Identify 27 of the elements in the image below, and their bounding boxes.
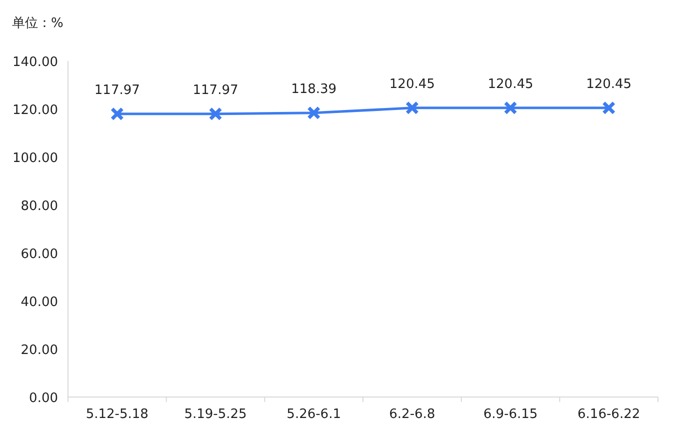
x-tick-label: 6.16-6.22 <box>578 407 640 422</box>
x-tick-label: 5.26-6.1 <box>286 407 341 422</box>
y-tick-label: 0.00 <box>29 391 58 406</box>
y-tick-label: 60.00 <box>20 247 58 262</box>
point <box>504 101 518 115</box>
data-label: 117.97 <box>192 82 238 98</box>
y-tick-label: 80.00 <box>20 199 58 214</box>
x-tick-label: 6.9-6.15 <box>483 407 538 422</box>
point <box>307 106 321 120</box>
data-label: 120.45 <box>488 76 534 92</box>
x-tick-label: 6.2-6.8 <box>389 407 436 422</box>
y-tick-label: 140.00 <box>12 55 58 70</box>
data-label: 117.97 <box>94 82 140 98</box>
point <box>110 107 124 121</box>
point <box>208 107 222 121</box>
point <box>405 101 419 115</box>
x-tick-label: 5.12-5.18 <box>86 407 148 422</box>
data-label: 120.45 <box>389 76 435 92</box>
y-tick-label: 120.00 <box>12 103 58 118</box>
y-axis-title: 单位：% <box>12 16 64 31</box>
point <box>602 101 616 115</box>
data-label: 118.39 <box>291 82 337 97</box>
y-tick-label: 100.00 <box>12 151 58 166</box>
y-tick-label: 20.00 <box>20 343 58 358</box>
data-label: 120.45 <box>586 76 632 92</box>
y-tick-label: 40.00 <box>20 295 58 310</box>
x-tick-label: 5.19-5.25 <box>184 407 247 422</box>
